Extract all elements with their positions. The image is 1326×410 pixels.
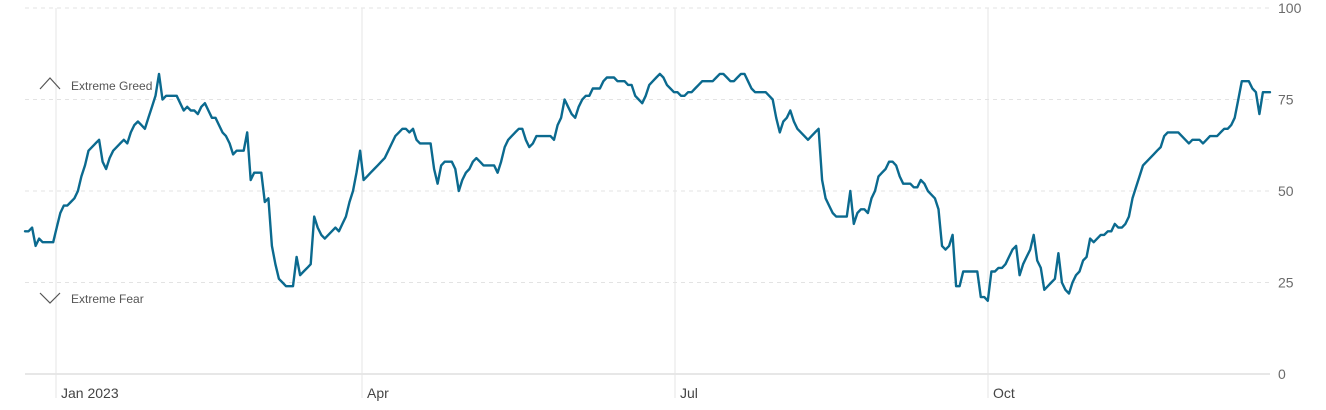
x-axis-ticks: Jan 2023 Apr Jul Oct — [61, 385, 1015, 401]
extreme-fear-annotation: Extreme Fear — [39, 292, 144, 306]
series-line — [23, 72, 1272, 302]
x-tick-label: Jul — [680, 385, 698, 401]
y-tick-label: 0 — [1278, 366, 1286, 382]
extreme-greed-annotation: Extreme Greed — [39, 77, 152, 93]
y-tick-label: 100 — [1278, 0, 1302, 16]
x-tick-label: Jan 2023 — [61, 385, 119, 401]
y-axis-ticks: 100 75 50 25 0 — [1278, 0, 1302, 382]
x-tick-label: Apr — [367, 385, 389, 401]
extreme-fear-label: Extreme Fear — [71, 292, 144, 306]
chevron-down-icon — [39, 292, 61, 304]
chevron-up-icon — [39, 77, 61, 90]
y-tick-label: 50 — [1278, 183, 1294, 199]
y-tick-label: 25 — [1278, 275, 1294, 291]
series-layer — [23, 72, 1272, 302]
y-tick-label: 75 — [1278, 92, 1294, 108]
zone-annotations: Extreme Greed Extreme Fear — [39, 77, 152, 306]
extreme-greed-label: Extreme Greed — [71, 79, 152, 93]
x-tick-label: Oct — [993, 385, 1015, 401]
grid — [25, 7, 1270, 398]
